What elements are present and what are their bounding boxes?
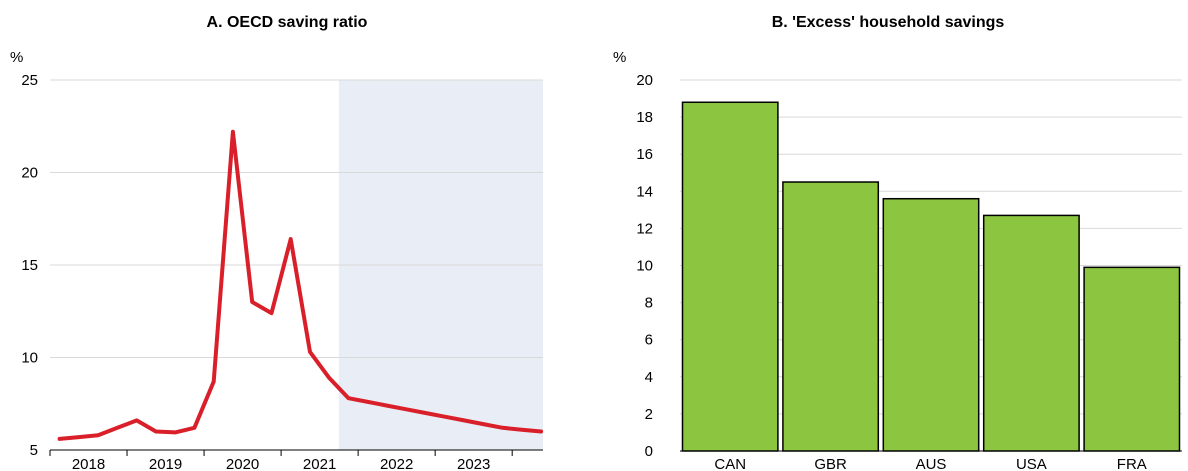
x-tick-label: 2020 xyxy=(226,456,259,471)
y-tick-label: 10 xyxy=(21,350,38,367)
panel-a-x-tick-labels: 2018 2019 2020 2021 2022 2023 xyxy=(72,456,491,471)
y-tick-label: 8 xyxy=(645,295,653,312)
x-tick-label: 2018 xyxy=(72,456,105,471)
x-tick-label: AUS xyxy=(916,456,947,471)
y-tick-label: 6 xyxy=(645,332,653,349)
x-tick-label: 2023 xyxy=(457,456,490,471)
x-tick-label: GBR xyxy=(814,456,847,471)
panel-a-y-tick-labels: 5 10 15 20 25 xyxy=(21,72,38,459)
panel-a-unit: % xyxy=(10,49,23,66)
y-tick-label: 14 xyxy=(636,183,653,200)
panel-b-y-tick-labels: 0 2 4 6 8 10 12 14 16 18 20 xyxy=(636,72,653,460)
bar-aus xyxy=(882,197,980,452)
panel-a-x-tick-marks xyxy=(49,450,513,456)
y-tick-label: 4 xyxy=(645,369,653,386)
x-tick-label: FRA xyxy=(1117,456,1147,471)
y-tick-label: 0 xyxy=(645,443,653,460)
y-tick-label: 20 xyxy=(21,165,38,182)
y-tick-label: 15 xyxy=(21,257,38,274)
bar-fra xyxy=(1083,266,1181,452)
x-tick-label: 2021 xyxy=(303,456,336,471)
x-tick-label: 2019 xyxy=(149,456,182,471)
y-tick-label: 5 xyxy=(30,442,38,459)
panel-a-series-line xyxy=(57,129,544,441)
y-tick-label: 16 xyxy=(636,146,653,163)
x-tick-label: USA xyxy=(1016,456,1047,471)
panel-b-x-tick-labels: CAN GBR AUS USA FRA xyxy=(714,456,1146,471)
bar-usa xyxy=(982,214,1080,452)
x-tick-label: 2022 xyxy=(380,456,413,471)
bar-can xyxy=(681,101,779,452)
y-tick-label: 12 xyxy=(636,220,653,237)
y-tick-label: 10 xyxy=(636,258,653,275)
y-tick-label: 18 xyxy=(636,109,653,126)
x-tick-label: CAN xyxy=(714,456,746,471)
panel-b-excess-savings: B. 'Excess' household savings % 0 2 4 6 8 10 1… xyxy=(613,14,1182,471)
panel-a-title: A. OECD saving ratio xyxy=(207,14,368,31)
panel-b-unit: % xyxy=(613,49,626,66)
panel-b-title: B. 'Excess' household savings xyxy=(772,14,1005,31)
bar-gbr xyxy=(782,181,880,452)
y-tick-label: 25 xyxy=(21,72,38,89)
y-tick-label: 20 xyxy=(636,72,653,89)
y-tick-label: 2 xyxy=(645,406,653,423)
